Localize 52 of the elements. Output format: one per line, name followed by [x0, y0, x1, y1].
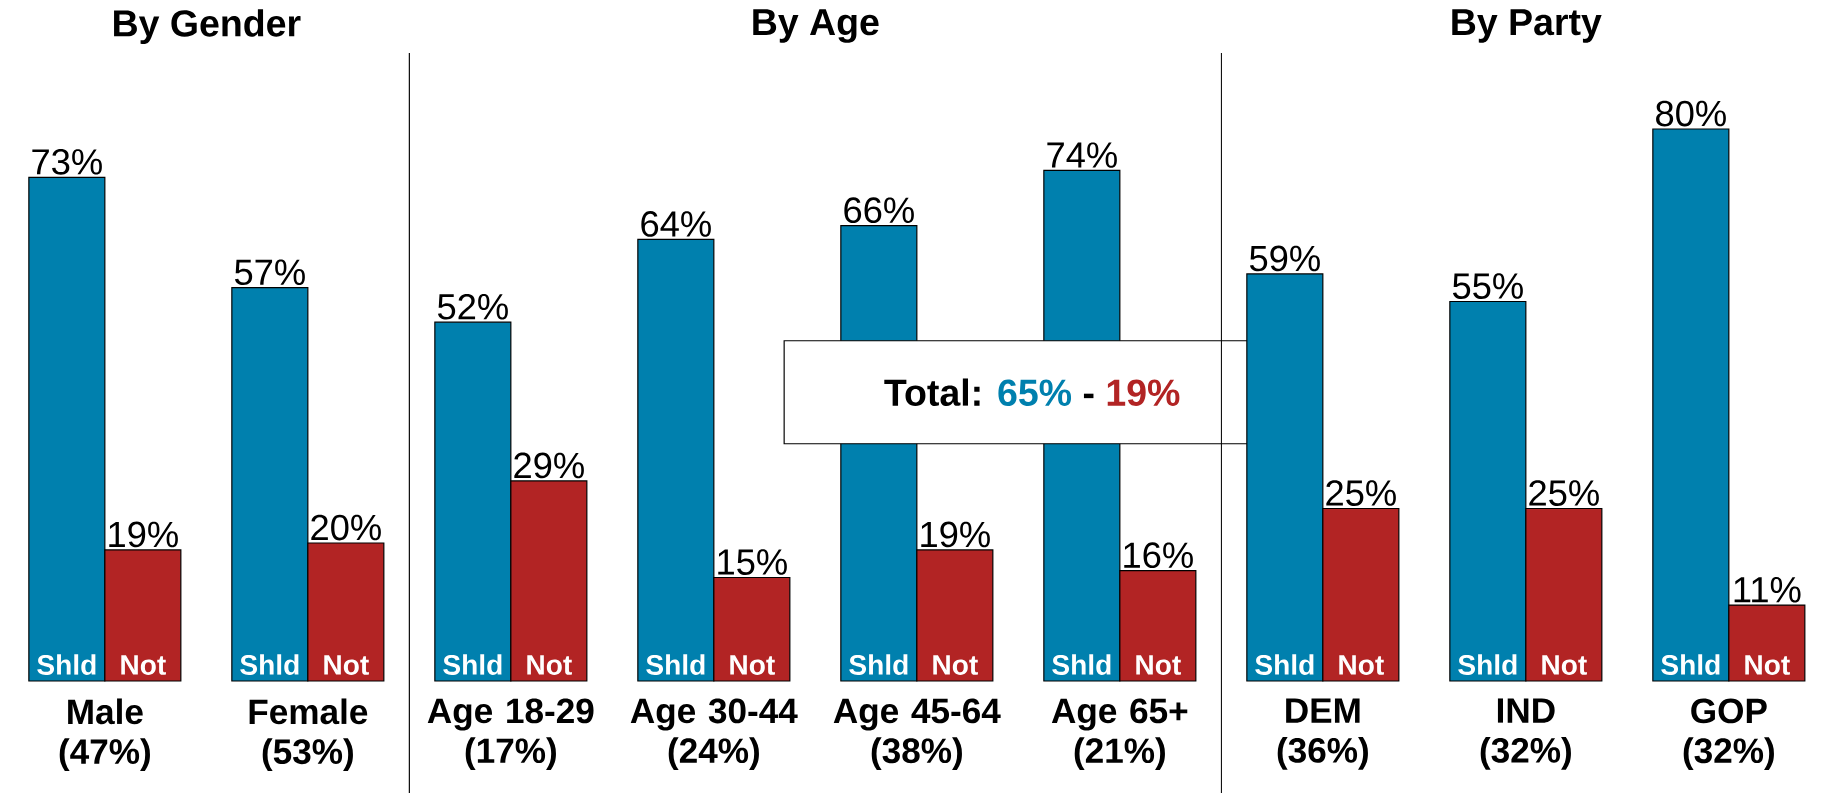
series-label: Shld: [37, 654, 96, 675]
text: Shld: [1052, 654, 1111, 675]
series-label: Shld: [443, 654, 502, 675]
series-label: Not: [1339, 655, 1384, 675]
text: Shld: [1661, 654, 1720, 675]
series-label: Shld: [1255, 654, 1314, 675]
data-label: 19%: [921, 521, 990, 548]
text: Not: [933, 655, 978, 675]
x-tick-label: Age 45-64 (38%): [833, 698, 1001, 771]
chart-title: By Age: [753, 9, 879, 43]
data-label: 29%: [514, 452, 584, 479]
text: Shld: [1458, 654, 1517, 675]
x-tick-label: Female (53%): [249, 698, 368, 772]
x-tick-label: DEM (36%): [1277, 698, 1368, 770]
text: Not: [1745, 655, 1790, 675]
x-tick-label: Age 18-29 (17%): [427, 698, 594, 771]
data-label: 55%: [1452, 273, 1523, 299]
text: Shld: [849, 654, 908, 675]
data-label: 25%: [1529, 480, 1599, 506]
data-label: 74%: [1047, 142, 1117, 168]
x-tick-label: Male (47%): [59, 698, 150, 772]
text: Shld: [240, 654, 299, 675]
text: Not: [1136, 655, 1181, 675]
data-label: 57%: [234, 259, 305, 286]
chart-title: By Party: [1452, 9, 1602, 43]
data-label: 11%: [1734, 577, 1801, 603]
annotation: 19%: [1107, 379, 1180, 406]
annotation: -: [1083, 393, 1094, 399]
annotation: 65%: [998, 379, 1072, 406]
data-label: 16%: [1124, 542, 1193, 569]
series-label: Not: [527, 655, 572, 675]
series-label: Not: [121, 655, 166, 675]
text: Not: [1542, 655, 1587, 675]
data-label: 52%: [437, 293, 508, 320]
chart-title: By Gender: [114, 9, 301, 45]
x-tick-label: Age 65+ (21%): [1051, 698, 1188, 771]
x-tick-label: GOP (32%): [1683, 698, 1774, 771]
data-label: 15%: [718, 549, 787, 575]
text: Shld: [646, 654, 705, 675]
text: Not: [730, 655, 775, 675]
x-tick-label: Age 30-44 (24%): [630, 698, 798, 771]
text: Not: [324, 655, 369, 675]
data-label: 64%: [641, 211, 711, 237]
data-label: 20%: [311, 514, 381, 541]
data-label: 59%: [1249, 245, 1320, 272]
data-label: 66%: [844, 197, 914, 224]
data-label: 73%: [32, 149, 102, 175]
x-tick-label: IND (32%): [1480, 698, 1571, 770]
data-label: 80%: [1656, 100, 1726, 127]
data-label: 25%: [1326, 480, 1396, 506]
annotation: Total:: [884, 378, 980, 406]
data-label: 19%: [109, 521, 178, 548]
